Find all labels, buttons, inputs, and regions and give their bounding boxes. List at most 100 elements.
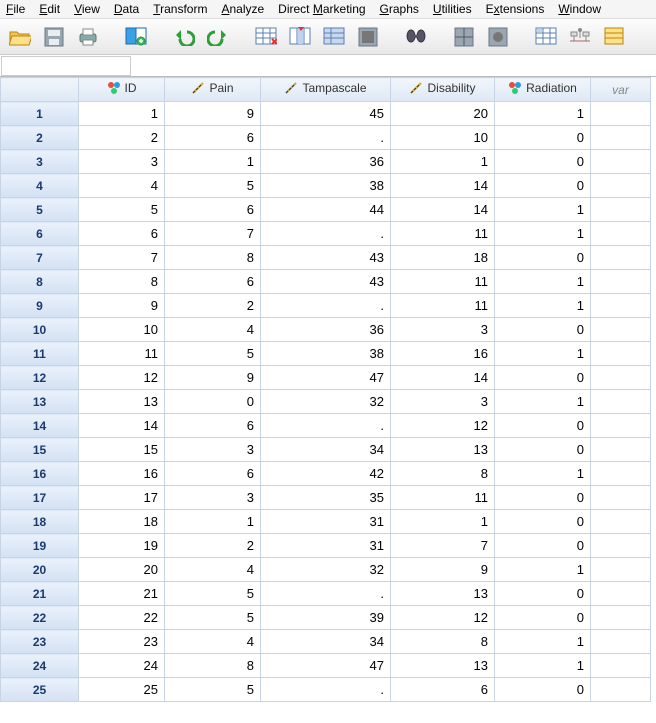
- print-button[interactable]: [74, 23, 102, 51]
- cell[interactable]: 7: [79, 246, 165, 270]
- cell[interactable]: .: [261, 222, 391, 246]
- row-header[interactable]: 25: [1, 678, 79, 702]
- cell[interactable]: 0: [495, 582, 591, 606]
- cell[interactable]: 6: [391, 678, 495, 702]
- cell[interactable]: 7: [165, 222, 261, 246]
- cell[interactable]: 1: [495, 342, 591, 366]
- cell[interactable]: 1: [79, 102, 165, 126]
- column-header-radiation[interactable]: Radiation: [495, 78, 591, 102]
- row-header[interactable]: 17: [1, 486, 79, 510]
- row-header[interactable]: 19: [1, 534, 79, 558]
- cell[interactable]: 8: [391, 630, 495, 654]
- cell[interactable]: 11: [79, 342, 165, 366]
- cell[interactable]: 5: [165, 678, 261, 702]
- value-labels-button[interactable]: [532, 23, 560, 51]
- cell[interactable]: 1: [495, 654, 591, 678]
- cell[interactable]: 47: [261, 366, 391, 390]
- cell[interactable]: 0: [495, 678, 591, 702]
- cell[interactable]: 43: [261, 246, 391, 270]
- cell[interactable]: 15: [79, 438, 165, 462]
- menu-window[interactable]: Window: [558, 2, 601, 16]
- cell[interactable]: 1: [495, 222, 591, 246]
- cell[interactable]: 0: [495, 366, 591, 390]
- cell[interactable]: 35: [261, 486, 391, 510]
- cell[interactable]: 1: [495, 198, 591, 222]
- cell-empty[interactable]: [591, 390, 651, 414]
- cell[interactable]: 1: [495, 390, 591, 414]
- cell-empty[interactable]: [591, 510, 651, 534]
- cell[interactable]: 14: [391, 174, 495, 198]
- column-header-disability[interactable]: Disability: [391, 78, 495, 102]
- data-grid[interactable]: IDPainTampascaleDisabilityRadiationvar 1…: [0, 77, 656, 723]
- cell[interactable]: 0: [495, 534, 591, 558]
- cell[interactable]: 8: [391, 462, 495, 486]
- cell[interactable]: 3: [391, 390, 495, 414]
- row-header[interactable]: 23: [1, 630, 79, 654]
- cell[interactable]: 36: [261, 318, 391, 342]
- cell[interactable]: 24: [79, 654, 165, 678]
- cell-empty[interactable]: [591, 414, 651, 438]
- menu-utilities[interactable]: Utilities: [433, 2, 472, 16]
- column-header-id[interactable]: ID: [79, 78, 165, 102]
- cell[interactable]: 13: [391, 438, 495, 462]
- cell[interactable]: .: [261, 582, 391, 606]
- run-button[interactable]: [354, 23, 382, 51]
- row-header[interactable]: 20: [1, 558, 79, 582]
- cell[interactable]: 14: [391, 366, 495, 390]
- cell[interactable]: .: [261, 678, 391, 702]
- row-header[interactable]: 2: [1, 126, 79, 150]
- cell-empty[interactable]: [591, 678, 651, 702]
- cell[interactable]: 1: [495, 270, 591, 294]
- cell[interactable]: 0: [495, 174, 591, 198]
- row-header[interactable]: 16: [1, 462, 79, 486]
- cell[interactable]: 0: [495, 510, 591, 534]
- cell-empty[interactable]: [591, 102, 651, 126]
- cell[interactable]: 1: [165, 510, 261, 534]
- cell-empty[interactable]: [591, 174, 651, 198]
- cell-empty[interactable]: [591, 582, 651, 606]
- cell-empty[interactable]: [591, 558, 651, 582]
- cell[interactable]: 18: [79, 510, 165, 534]
- cell[interactable]: 5: [79, 198, 165, 222]
- cell[interactable]: 11: [391, 270, 495, 294]
- menu-file[interactable]: File: [6, 2, 25, 16]
- row-header[interactable]: 22: [1, 606, 79, 630]
- cell[interactable]: 38: [261, 342, 391, 366]
- cell[interactable]: 4: [165, 318, 261, 342]
- cell[interactable]: 1: [165, 150, 261, 174]
- cell[interactable]: 10: [79, 318, 165, 342]
- cell[interactable]: 31: [261, 510, 391, 534]
- cell[interactable]: 0: [165, 390, 261, 414]
- cell[interactable]: 0: [495, 438, 591, 462]
- cell[interactable]: 12: [391, 414, 495, 438]
- cell-empty[interactable]: [591, 294, 651, 318]
- cell[interactable]: 11: [391, 222, 495, 246]
- row-header[interactable]: 4: [1, 174, 79, 198]
- cell[interactable]: 8: [165, 246, 261, 270]
- cell-empty[interactable]: [591, 534, 651, 558]
- cell[interactable]: 3: [165, 486, 261, 510]
- cell[interactable]: 20: [391, 102, 495, 126]
- cell[interactable]: 12: [391, 606, 495, 630]
- cell-empty[interactable]: [591, 222, 651, 246]
- cell[interactable]: 5: [165, 174, 261, 198]
- row-header[interactable]: 7: [1, 246, 79, 270]
- cell-empty[interactable]: [591, 342, 651, 366]
- row-header[interactable]: 12: [1, 366, 79, 390]
- column-header-tampascale[interactable]: Tampascale: [261, 78, 391, 102]
- find-button[interactable]: [402, 23, 430, 51]
- cell[interactable]: 0: [495, 126, 591, 150]
- cell[interactable]: 36: [261, 150, 391, 174]
- cell[interactable]: 32: [261, 558, 391, 582]
- cell[interactable]: 6: [165, 126, 261, 150]
- menu-graphs[interactable]: Graphs: [380, 2, 419, 16]
- cell[interactable]: 16: [391, 342, 495, 366]
- cell[interactable]: 5: [165, 582, 261, 606]
- cell-empty[interactable]: [591, 366, 651, 390]
- cell[interactable]: 42: [261, 462, 391, 486]
- cell[interactable]: 16: [79, 462, 165, 486]
- cell[interactable]: 34: [261, 438, 391, 462]
- cell[interactable]: 47: [261, 654, 391, 678]
- cell-empty[interactable]: [591, 462, 651, 486]
- row-header[interactable]: 9: [1, 294, 79, 318]
